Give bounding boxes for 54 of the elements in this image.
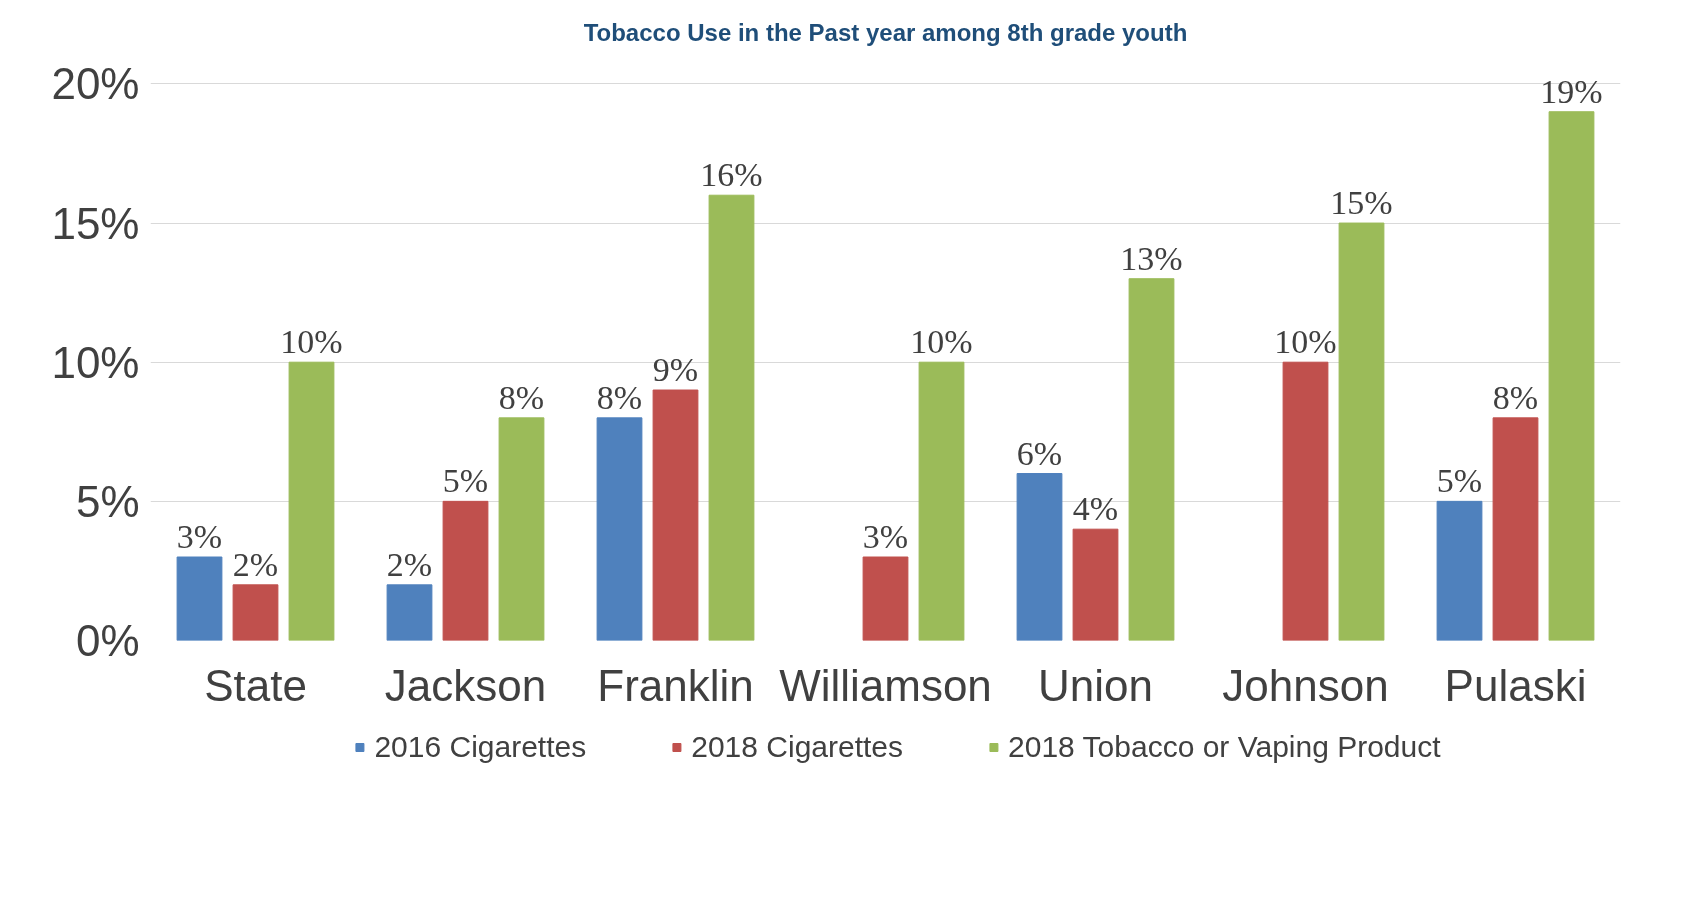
bar: [498, 417, 545, 641]
bar: [1436, 500, 1483, 641]
data-label: 6%: [1016, 434, 1063, 472]
y-tick-label: 15%: [51, 198, 140, 248]
x-tick-label: State: [204, 660, 307, 710]
data-label: 3%: [176, 518, 223, 556]
y-tick-label: 5%: [75, 476, 140, 526]
bar: [1016, 473, 1063, 641]
bar: [1072, 528, 1119, 641]
data-label: 8%: [596, 378, 643, 416]
bar: [442, 500, 489, 641]
data-label: 2%: [232, 545, 279, 583]
y-tick-label: 20%: [51, 59, 140, 109]
data-label: 15%: [1330, 184, 1393, 222]
data-label: 16%: [700, 156, 763, 194]
legend-label: 2016 Cigarettes: [374, 730, 587, 764]
bar: [862, 556, 909, 641]
legend-label: 2018 Cigarettes: [691, 730, 904, 764]
bar: [1338, 222, 1385, 641]
y-tick-label: 0%: [75, 616, 140, 665]
x-tick-label: Johnson: [1222, 660, 1389, 710]
bar: [1128, 278, 1175, 641]
data-label: 19%: [1540, 72, 1603, 110]
bar: [288, 361, 335, 641]
bar: [1282, 361, 1329, 641]
bar: [596, 417, 643, 641]
data-label: 10%: [1274, 323, 1337, 361]
bar: [386, 584, 433, 641]
data-label: 4%: [1072, 490, 1119, 528]
data-label: 13%: [1120, 239, 1183, 277]
data-label: 3%: [862, 518, 909, 556]
bar: [1492, 417, 1539, 641]
data-label: 5%: [442, 462, 489, 500]
x-tick-label: Williamson: [779, 660, 992, 710]
data-label: 10%: [280, 323, 343, 361]
y-tick-label: 10%: [51, 337, 140, 387]
bar: [652, 389, 699, 641]
bar: [708, 194, 755, 641]
data-label: 5%: [1436, 462, 1483, 500]
x-tick-label: Union: [1038, 660, 1153, 710]
x-tick-label: Pulaski: [1444, 660, 1587, 710]
bar: [1548, 111, 1595, 641]
legend-label: 2018 Tobacco or Vaping Product: [1008, 730, 1441, 764]
x-tick-label: Jackson: [384, 660, 547, 710]
data-label: 10%: [910, 323, 973, 361]
bar: [232, 584, 279, 641]
x-tick-label: Franklin: [597, 660, 754, 710]
chart-title: Tobacco Use in the Past year among 8th grade youth: [583, 18, 1188, 46]
data-label: 9%: [652, 351, 699, 389]
data-label: 8%: [498, 378, 545, 416]
bar: [176, 556, 223, 641]
data-label: 2%: [386, 545, 433, 583]
bar: [918, 361, 965, 641]
data-label: 8%: [1492, 378, 1539, 416]
